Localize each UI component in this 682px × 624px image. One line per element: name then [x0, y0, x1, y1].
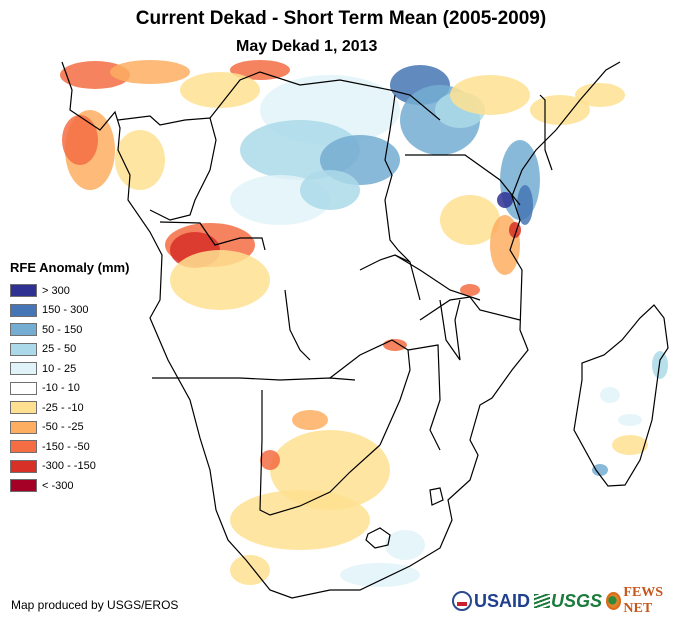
country-borders — [61, 61, 669, 599]
border-tanzania-south — [394, 254, 481, 301]
anomaly-patch — [652, 351, 668, 379]
legend-item: 25 - 50 — [10, 340, 129, 360]
anomaly-patch — [230, 555, 270, 585]
map-title: Current Dekad - Short Term Mean (2005-20… — [135, 8, 547, 29]
legend-label: 10 - 25 — [42, 362, 77, 375]
legend-swatch — [10, 459, 37, 473]
legend-swatch — [10, 342, 37, 356]
legend-title: RFE Anomaly (mm) — [10, 260, 130, 275]
border-malawi — [439, 299, 461, 361]
legend-swatch — [10, 479, 37, 493]
legend-item: 50 - 150 — [10, 320, 129, 340]
anomaly-patch — [517, 185, 533, 225]
legend-swatch — [10, 323, 37, 337]
legend-item: -300 - -150 — [10, 457, 129, 477]
legend-label: -300 - -150 — [42, 460, 96, 473]
fewsnet-wordmark: FEWS NET — [623, 585, 664, 616]
legend-item: < -300 — [10, 476, 129, 496]
legend-item: -10 - 10 — [10, 379, 129, 399]
anomaly-patch — [230, 490, 370, 550]
legend-label: -150 - -50 — [42, 440, 90, 453]
legend-label: -50 - -25 — [42, 421, 84, 434]
legend-item: -150 - -50 — [10, 437, 129, 457]
legend-swatch — [10, 420, 37, 434]
anomaly-patch — [230, 60, 290, 80]
legend-item: -50 - -25 — [10, 418, 129, 438]
border-botswana — [259, 390, 381, 516]
lesotho-outline — [365, 527, 391, 549]
anomaly-patch — [440, 195, 500, 245]
border-angola-north — [159, 221, 266, 251]
border-zambia-zim — [329, 339, 411, 446]
border-gabon-congo — [117, 115, 217, 221]
legend-label: -10 - 10 — [42, 382, 80, 395]
legend-label: < -300 — [42, 479, 74, 492]
legend-swatch — [10, 401, 37, 415]
legend-label: > 300 — [42, 284, 70, 297]
usaid-wordmark: USAID — [474, 590, 531, 611]
anomaly-patch — [383, 339, 407, 351]
anomaly-patch — [170, 250, 270, 310]
usaid-seal-icon — [452, 591, 472, 611]
legend-item: 150 - 300 — [10, 301, 129, 321]
africa-coastline — [61, 61, 621, 599]
legend-label: 25 - 50 — [42, 343, 77, 356]
swaziland-outline — [429, 487, 444, 506]
legend-label: 50 - 150 — [42, 323, 83, 336]
legend-swatch — [10, 381, 37, 395]
anomaly-patch — [110, 60, 190, 84]
legend-swatch — [10, 303, 37, 317]
border-angola-zambia — [284, 289, 311, 361]
anomaly-patch — [600, 387, 620, 403]
anomaly-patch — [497, 192, 513, 208]
usaid-logo: USAID — [452, 591, 530, 612]
usgs-logo: USGS — [534, 591, 602, 612]
legend: RFE Anomaly (mm) > 300 150 - 300 50 - 150 2… — [10, 260, 129, 496]
map-subtitle: May Dekad 1, 2013 — [236, 38, 378, 55]
anomaly-patch — [62, 115, 98, 165]
anomaly-patch — [592, 464, 608, 476]
globe-icon — [606, 592, 622, 610]
usgs-wordmark: USGS — [551, 590, 603, 611]
legend-item: > 300 — [10, 281, 129, 301]
anomaly-patch — [115, 130, 165, 190]
legend-swatch — [10, 284, 37, 298]
legend-label: -25 - -10 — [42, 401, 84, 414]
legend-items: > 300 150 - 300 50 - 150 25 - 50 10 - 25 -10 … — [10, 281, 129, 496]
fewsnet-logo: FEWS NET — [606, 585, 682, 617]
border-uganda-kenya — [405, 154, 521, 206]
anomaly-patch — [180, 72, 260, 108]
border-zimbabwe-east — [407, 344, 441, 451]
logos: USAID USGS FEWS NET — [452, 585, 682, 617]
anomaly-patch — [385, 530, 425, 560]
anomaly-patch — [618, 414, 642, 426]
border-namibia-north — [152, 377, 356, 381]
map-credit: Map produced by USGS/EROS — [11, 598, 179, 612]
madagascar-outline — [573, 304, 669, 487]
anomaly-patch — [300, 170, 360, 210]
border-zambia-north — [359, 254, 421, 301]
anomaly-patch — [450, 75, 530, 115]
legend-label: 150 - 300 — [42, 304, 89, 317]
legend-item: -25 - -10 — [10, 398, 129, 418]
anomaly-patch — [460, 284, 480, 296]
border-mozambique — [419, 296, 521, 321]
anomaly-patch — [260, 450, 280, 470]
anomaly-patch — [612, 435, 648, 455]
border-drc-east — [384, 94, 411, 263]
legend-item: 10 - 25 — [10, 359, 129, 379]
anomaly-patches — [60, 60, 668, 587]
border-kenya-somalia — [539, 94, 553, 171]
usgs-waves-icon — [534, 594, 551, 608]
legend-swatch — [10, 362, 37, 376]
anomaly-patch — [292, 410, 328, 430]
border-drc-north — [209, 71, 441, 121]
legend-swatch — [10, 440, 37, 454]
anomaly-patch — [340, 563, 420, 587]
anomaly-patch — [575, 83, 625, 107]
